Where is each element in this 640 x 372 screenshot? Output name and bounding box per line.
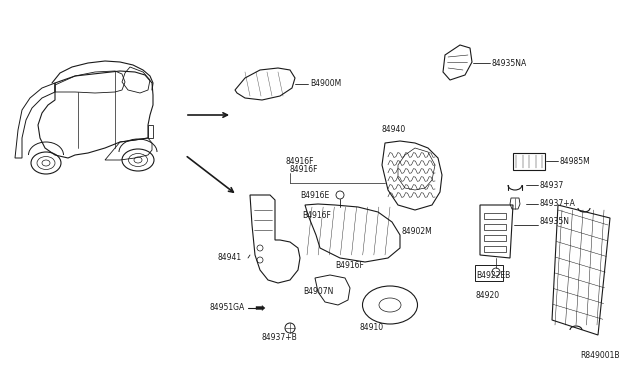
Text: 84951GA: 84951GA — [210, 304, 245, 312]
Bar — [475, 265, 503, 281]
Text: 84916F: 84916F — [290, 166, 319, 174]
Text: 84935N: 84935N — [540, 218, 570, 227]
Text: R849001B: R849001B — [580, 351, 620, 360]
Bar — [484, 246, 506, 252]
Text: B4916E: B4916E — [300, 190, 329, 199]
Text: B4900M: B4900M — [310, 80, 341, 89]
FancyArrow shape — [256, 305, 265, 311]
Text: B4907N: B4907N — [303, 288, 333, 296]
Text: 84916F: 84916F — [285, 157, 314, 167]
Text: 84940: 84940 — [382, 125, 406, 135]
Text: B4916F: B4916F — [335, 260, 364, 269]
Text: 84920: 84920 — [475, 291, 499, 299]
Text: 84985M: 84985M — [560, 157, 591, 166]
Text: 84941: 84941 — [218, 253, 242, 263]
Text: 84910: 84910 — [360, 324, 384, 333]
Bar — [484, 213, 506, 219]
Text: B4916F: B4916F — [302, 211, 331, 219]
Bar — [484, 235, 506, 241]
Text: 84937: 84937 — [540, 180, 564, 189]
Text: 84937+A: 84937+A — [540, 199, 576, 208]
Text: 84935NA: 84935NA — [492, 58, 527, 67]
Text: B4922EB: B4922EB — [476, 270, 510, 279]
Bar — [484, 224, 506, 230]
Text: 84902M: 84902M — [402, 228, 433, 237]
Text: 84937+B: 84937+B — [262, 334, 298, 343]
